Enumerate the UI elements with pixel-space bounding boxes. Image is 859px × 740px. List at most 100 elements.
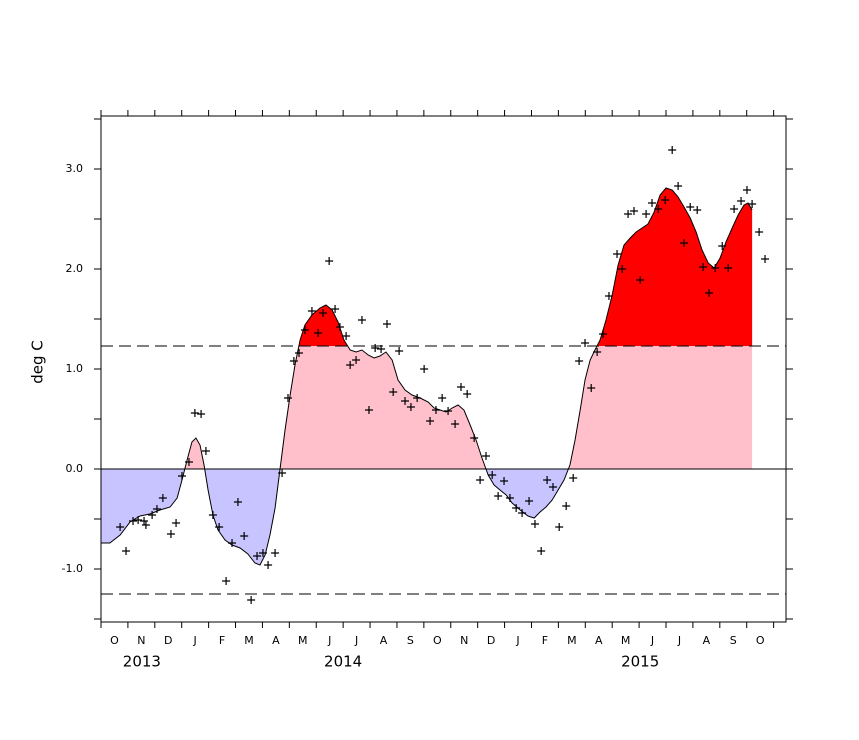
weekly-point — [264, 561, 273, 569]
weekly-point — [352, 356, 361, 364]
weekly-point — [215, 523, 224, 531]
weekly-point — [668, 146, 677, 154]
weekly-point — [377, 345, 386, 353]
weekly-point — [451, 420, 460, 428]
weekly-point — [587, 384, 596, 392]
weekly-point — [129, 517, 138, 525]
weekly-point — [705, 289, 714, 297]
x-tick-label: O — [110, 634, 119, 647]
year-label: 2014 — [324, 653, 362, 671]
year-label: 2013 — [123, 653, 161, 671]
weekly-point — [482, 452, 491, 460]
weekly-point — [190, 409, 199, 417]
x-tick-label: J — [354, 634, 358, 647]
weekly-point — [530, 520, 539, 528]
weekly-point — [431, 406, 440, 414]
weekly-point — [500, 477, 509, 485]
weekly-point — [604, 292, 613, 300]
anomaly-area — [298, 188, 753, 346]
x-tick-label: J — [650, 634, 654, 647]
x-tick-label: A — [703, 634, 711, 647]
weekly-point — [593, 348, 602, 356]
weekly-point — [476, 476, 485, 484]
weekly-point — [642, 210, 651, 218]
weekly-point — [331, 305, 340, 313]
x-tick-label: A — [272, 634, 280, 647]
weekly-point — [172, 519, 181, 527]
weekly-point — [134, 516, 143, 524]
weekly-point — [300, 326, 309, 334]
weekly-point — [525, 497, 534, 505]
weekly-point — [420, 365, 429, 373]
weekly-point — [389, 388, 398, 396]
weekly-point — [718, 242, 727, 250]
x-tick-label: A — [595, 634, 603, 647]
weekly-point — [253, 552, 262, 560]
weekly-point — [295, 349, 304, 357]
weekly-point — [648, 199, 657, 207]
weekly-point — [201, 447, 210, 455]
weekly-point — [636, 276, 645, 284]
weekly-point — [233, 498, 242, 506]
weekly-point — [401, 397, 410, 405]
y-tick-label: 1.0 — [66, 362, 84, 375]
weekly-point — [543, 476, 552, 484]
weekly-point — [148, 511, 157, 519]
year-label: 2015 — [621, 653, 659, 671]
weekly-point — [599, 330, 608, 338]
x-tick-label: M — [567, 634, 577, 647]
weekly-point — [247, 596, 256, 604]
weekly-point — [166, 530, 175, 538]
weekly-point — [289, 357, 298, 365]
weekly-point — [240, 532, 249, 540]
x-tick-label: S — [407, 634, 414, 647]
weekly-point — [318, 309, 327, 317]
weekly-point — [742, 186, 751, 194]
weekly-point — [562, 502, 571, 510]
weekly-point — [177, 472, 186, 480]
weekly-point — [383, 320, 391, 328]
x-tick-label: J — [327, 634, 331, 647]
weekly-point — [575, 357, 584, 365]
weekly-point — [413, 394, 422, 402]
weekly-point — [624, 210, 633, 218]
x-tick-label: N — [137, 634, 145, 647]
weekly-point — [325, 257, 334, 265]
weekly-point — [629, 207, 638, 215]
weekly-point — [395, 347, 404, 355]
anomaly-area — [101, 188, 753, 469]
y-tick-label: 2.0 — [66, 262, 84, 275]
weekly-point — [761, 255, 770, 263]
weekly-point — [271, 549, 280, 557]
anomaly-area — [101, 469, 753, 565]
x-tick-label: J — [515, 634, 519, 647]
weekly-point — [346, 361, 355, 369]
smoothed-line — [101, 187, 753, 566]
weekly-point — [618, 265, 627, 273]
x-tick-label: D — [164, 634, 172, 647]
weekly-point — [755, 228, 764, 236]
y-tick-label: -1.0 — [62, 562, 83, 575]
weekly-point — [438, 394, 447, 402]
weekly-point — [686, 203, 695, 211]
weekly-point — [158, 494, 167, 502]
weekly-point — [581, 339, 590, 347]
weekly-point — [208, 511, 217, 519]
weekly-point — [197, 410, 206, 418]
x-tick-label: N — [460, 634, 468, 647]
weekly-point — [537, 547, 546, 555]
x-tick-label: F — [542, 634, 548, 647]
weekly-point — [258, 549, 267, 557]
weekly-point — [228, 539, 237, 547]
weekly-point — [693, 206, 702, 214]
y-tick-label: 3.0 — [66, 162, 84, 175]
weekly-point — [140, 517, 149, 525]
weekly-point — [724, 264, 733, 272]
weekly-point — [512, 504, 521, 512]
x-tick-label: O — [433, 634, 442, 647]
weekly-point — [470, 434, 479, 442]
x-tick-label: M — [244, 634, 254, 647]
weekly-point — [569, 474, 578, 482]
weekly-point — [371, 344, 380, 352]
weekly-point — [730, 205, 739, 213]
